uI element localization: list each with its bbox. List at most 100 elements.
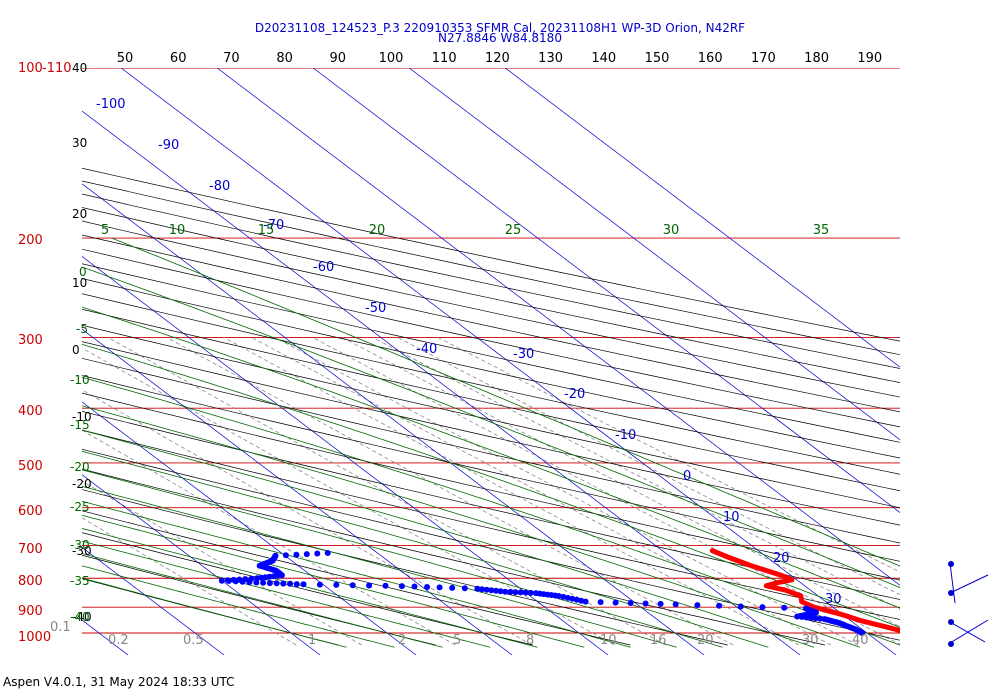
moist-adiabat-label: 15 — [258, 223, 275, 238]
dewpoint-point — [282, 552, 289, 559]
isotherm-label: -60 — [313, 260, 334, 275]
dewpoint-point — [366, 582, 373, 589]
isotherm-label: -70 — [263, 218, 284, 233]
dewpoint-point — [578, 597, 585, 604]
wind-barb — [949, 574, 989, 594]
potential-temp-label: 170 — [751, 51, 776, 66]
dry-adiabat-line — [82, 248, 900, 428]
mixing-ratio-label: 16 — [650, 633, 667, 648]
isotherm-line — [0, 68, 32, 655]
moist-adiabat-label: 30 — [663, 223, 680, 238]
dewpoint-point — [260, 579, 267, 586]
dewpoint-point — [812, 615, 819, 622]
dry-adiabat-line — [82, 429, 900, 620]
potential-temp-label: 130 — [538, 51, 563, 66]
mixing-ratio-line — [342, 337, 900, 628]
dewpoint-point — [242, 576, 249, 583]
moist-adiabat-label: 10 — [169, 223, 186, 238]
dewpoint-point — [293, 551, 300, 558]
dewpoint-point — [218, 577, 225, 584]
dry-adiabat-line — [82, 207, 900, 383]
moist-adiabat-line — [82, 553, 443, 648]
pressure-label: 300 — [18, 333, 43, 348]
dry-adiabat-line — [82, 324, 900, 509]
dewpoint-point — [517, 589, 524, 596]
dewpoint-point — [424, 584, 431, 590]
isotherm-line — [120, 68, 897, 655]
dewpoint-point — [627, 600, 634, 606]
dewpoint-point — [293, 581, 300, 588]
moist-adiabat-label: 5 — [101, 223, 109, 238]
mixing-ratio-label: 2 — [398, 633, 406, 648]
moist-adiabat-line — [82, 485, 677, 648]
pressure-label: 500 — [18, 459, 43, 474]
dry-adiabat-line — [82, 532, 534, 646]
mixing-ratio-line — [108, 337, 666, 646]
moist-adiabat-line — [82, 343, 900, 628]
dewpoint-point — [493, 587, 499, 594]
dewpoint-point — [316, 581, 323, 588]
isotherm-label: 30 — [825, 592, 842, 607]
potential-temp-label: 110 — [432, 51, 457, 66]
dry-adiabat-line — [82, 263, 900, 443]
isotherm-line — [82, 256, 609, 655]
dewpoint-point — [597, 599, 604, 606]
dewpoint-point — [303, 551, 310, 558]
moist-adiabat-left-label: -35 — [70, 574, 90, 588]
moist-adiabat-line — [82, 577, 347, 648]
moist-adiabat-label: 20 — [369, 223, 386, 238]
isotherm-line — [82, 183, 705, 655]
dry-adiabat-line — [82, 341, 900, 526]
dewpoint-point — [817, 615, 824, 622]
isotherm-label: -20 — [564, 387, 585, 402]
moist-adiabat-left-label: -25 — [70, 500, 90, 514]
dewpoint-point — [488, 587, 495, 594]
dewpoint-point — [449, 584, 456, 591]
dewpoint-point — [461, 585, 468, 592]
dewpoint-point — [349, 582, 356, 589]
moist-adiabat-line — [82, 469, 723, 648]
moist-adiabat-line — [82, 429, 815, 648]
dewpoint-point — [236, 576, 243, 583]
dewpoint-point — [802, 605, 809, 612]
mixing-ratio-label: 5 — [453, 633, 461, 648]
dry-adiabat-line — [82, 293, 900, 475]
temperature-trace — [709, 548, 900, 633]
sounding-traces — [218, 548, 900, 636]
potential-temp-label: 180 — [804, 51, 829, 66]
dewpoint-point — [436, 584, 443, 591]
isotherm-line — [82, 619, 129, 655]
wind-barb — [949, 621, 986, 643]
potential-temp-label: 190 — [857, 51, 882, 66]
mixing-ratio-line — [82, 429, 456, 646]
potential-temp-label: 90 — [330, 51, 347, 66]
wind-barb-station — [948, 641, 954, 647]
dewpoint-point — [612, 599, 619, 606]
dewpoint-point — [479, 586, 485, 593]
pressure-label: 900 — [18, 604, 43, 619]
dry-adiabat-label: -20 — [72, 477, 92, 491]
dewpoint-point — [324, 550, 331, 556]
dry-adiabat-line — [82, 193, 900, 369]
mixing-ratio-line — [82, 480, 362, 646]
dewpoint-point — [273, 580, 280, 587]
mixing-ratio-line — [82, 389, 533, 646]
mixing-ratio-label: 0.1 — [50, 620, 71, 635]
dewpoint-point — [657, 600, 664, 607]
potential-temp-label: 100 — [379, 51, 404, 66]
dewpoint-point — [502, 588, 509, 595]
dry-adiabat-line — [82, 578, 339, 646]
dry-adiabat-line — [82, 220, 900, 398]
wind-barb — [949, 562, 956, 604]
dry-adiabat-label: 20 — [72, 207, 87, 221]
wind-barb-station — [948, 619, 954, 625]
mixing-ratio-label: 40 — [852, 633, 869, 648]
mixing-ratio-label: 20 — [697, 633, 714, 648]
mixing-ratio-line — [312, 337, 900, 645]
potential-temp-label: 70 — [223, 51, 240, 66]
isotherm-label: -30 — [513, 347, 534, 362]
moist-adiabat-left-label: -20 — [70, 460, 90, 474]
moist-adiabat-line — [82, 306, 900, 609]
moist-adiabat-label: 35 — [813, 223, 830, 238]
